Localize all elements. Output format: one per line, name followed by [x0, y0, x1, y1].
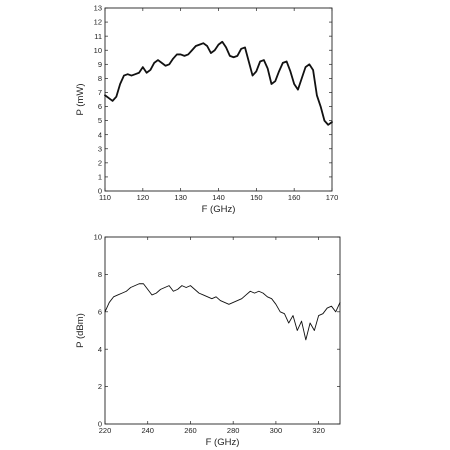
chart2-y-tick-label: 4 — [98, 345, 102, 354]
chart1-y-tick-label: 5 — [98, 116, 102, 125]
chart2-y-axis-label: P (dBm) — [75, 313, 86, 348]
chart1-x-tick-label: 110 — [99, 193, 111, 202]
chart1-x-tick-label: 120 — [137, 193, 150, 202]
chart2-x-tick-label: 280 — [227, 426, 240, 435]
chart2-y-tick-label: 0 — [98, 420, 102, 429]
chart1-y-tick-label: 6 — [98, 102, 102, 111]
chart1-y-tick-label: 11 — [94, 32, 102, 41]
chart1-x-tick-label: 170 — [326, 193, 339, 202]
chart2-x-tick-label: 220 — [99, 426, 112, 435]
chart2-x-tick-label: 260 — [184, 426, 197, 435]
chart2-y-tick-label: 6 — [98, 307, 102, 316]
chart1-x-tick-label: 130 — [174, 193, 187, 202]
chart1-plot-frame — [104, 7, 333, 192]
chart1-x-tick-label: 160 — [288, 193, 301, 202]
chart2-x-axis-label: F (GHz) — [206, 437, 240, 448]
chart1-x-tick-label: 150 — [250, 193, 263, 202]
chart2-x-tick-label: 320 — [312, 426, 325, 435]
chart1-x-tick-label: 140 — [212, 193, 225, 202]
power-dbm-chart: 220 240 260 280 300 320 0 2 4 6 8 10 F (GHz) P (dBm) — [75, 233, 341, 448]
chart1-y-axis-label: P (mW) — [75, 83, 86, 115]
power-mw-chart: 110 120 130 140 150 160 170012345678910111213F… — [75, 4, 338, 215]
chart1-y-tick-label: 10 — [94, 46, 102, 55]
chart2-y-tick-label: 8 — [98, 270, 102, 279]
chart1-y-tick-label: 8 — [98, 74, 102, 83]
chart2-x-tick-label: 300 — [270, 426, 283, 435]
chart1-y-tick-label: 13 — [94, 4, 102, 13]
chart2-y-tick-label: 10 — [94, 233, 102, 242]
chart2-x-tick-label: 240 — [141, 426, 154, 435]
chart1-y-tick-label: 2 — [98, 158, 102, 167]
chart1-y-tick-label: 12 — [94, 18, 102, 27]
chart1-y-tick-label: 0 — [98, 187, 102, 196]
chart1-x-axis-label: F (GHz) — [202, 204, 236, 215]
chart1-series-line — [104, 40, 333, 126]
chart1-y-tick-label: 3 — [98, 144, 102, 153]
chart2-series-line — [104, 283, 341, 341]
chart1-y-tick-label: 4 — [98, 130, 102, 139]
chart1-y-tick-label: 1 — [98, 173, 102, 182]
chart1-y-tick-label: 9 — [98, 60, 102, 69]
chart2-plot-frame — [104, 236, 341, 425]
chart2-y-tick-label: 2 — [98, 382, 102, 391]
chart1-y-tick-label: 7 — [98, 88, 102, 97]
